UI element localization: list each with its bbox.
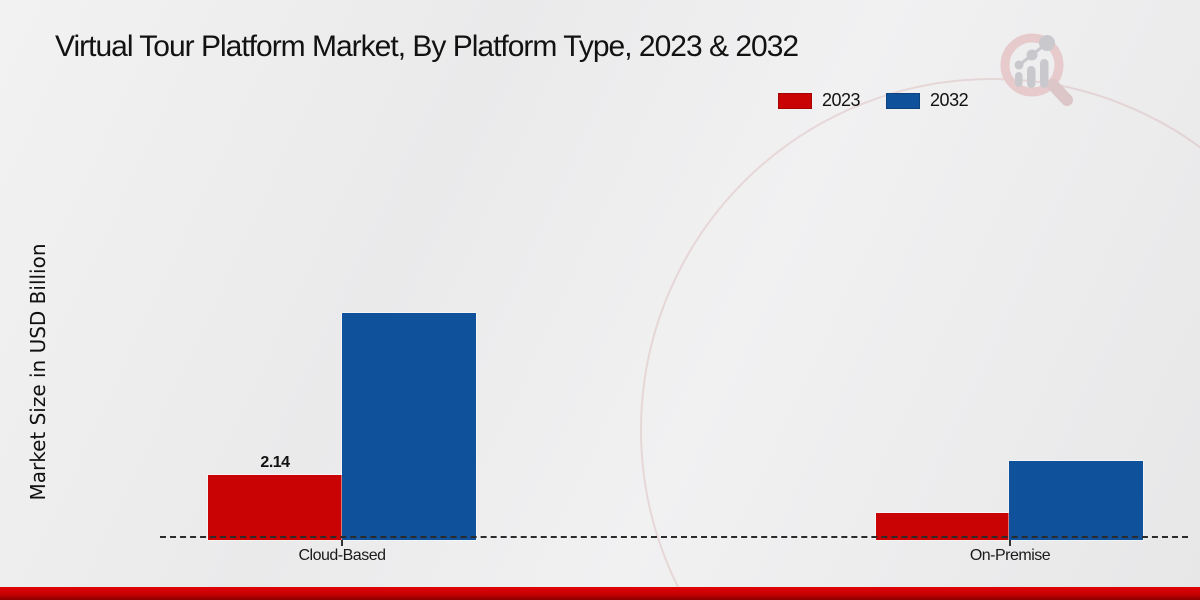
legend-item-2032: 2032 (886, 90, 969, 111)
x-axis-zero-line (160, 536, 1188, 538)
legend-label-2032: 2032 (930, 90, 969, 110)
bar-on-premise-2032 (1009, 461, 1143, 540)
legend-item-2023: 2023 (778, 90, 861, 111)
chart-title: Virtual Tour Platform Market, By Platfor… (55, 30, 799, 63)
category-label-on-premise: On-Premise (969, 547, 1051, 564)
bottom-banner (0, 587, 1200, 600)
value-label-cloud-based-2023: 2.14 (260, 454, 290, 471)
bar-cloud-based-2023 (208, 475, 342, 540)
category-label-cloud-based: Cloud-Based (298, 547, 387, 564)
bar-cloud-based-2032 (342, 313, 476, 540)
x-tick-cloud-based (341, 540, 343, 546)
legend-swatch-2032 (886, 92, 921, 109)
legend-label-2023: 2023 (822, 90, 861, 110)
x-tick-on-premise (1009, 540, 1011, 546)
legend: 2023 2032 (778, 90, 969, 111)
legend-swatch-2023 (778, 92, 812, 109)
magnifier-bar-chart-logo-icon (1000, 33, 1073, 106)
bar-on-premise-2023 (876, 513, 1010, 540)
